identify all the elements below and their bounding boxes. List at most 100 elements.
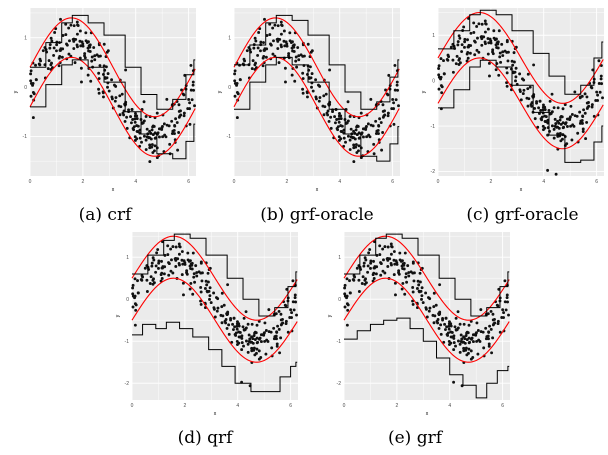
scatter-point bbox=[590, 103, 594, 107]
scatter-point bbox=[556, 106, 560, 110]
scatter-point bbox=[233, 72, 237, 76]
scatter-point bbox=[97, 91, 101, 95]
scatter-point bbox=[471, 340, 475, 344]
scatter-point bbox=[282, 29, 286, 33]
scatter-point bbox=[170, 119, 174, 123]
scatter-point bbox=[456, 40, 460, 44]
scatter-point bbox=[356, 125, 360, 128]
scatter-point bbox=[275, 344, 279, 348]
scatter-point bbox=[357, 144, 361, 148]
scatter-point bbox=[417, 283, 421, 287]
scatter-point bbox=[437, 312, 441, 316]
y-tick-label: -2 bbox=[337, 381, 342, 387]
scatter-point bbox=[505, 40, 509, 44]
scatter-point bbox=[510, 59, 514, 63]
scatter-point bbox=[377, 132, 380, 136]
scatter-point bbox=[123, 119, 127, 123]
scatter-point bbox=[538, 99, 542, 103]
scatter-point bbox=[310, 72, 314, 76]
scatter-point bbox=[287, 52, 291, 56]
scatter-point bbox=[418, 280, 422, 284]
scatter-point bbox=[573, 114, 577, 118]
scatter-point bbox=[310, 49, 314, 53]
scatter-point bbox=[381, 131, 385, 134]
scatter-point bbox=[440, 91, 444, 95]
scatter-point bbox=[581, 121, 584, 125]
scatter-point bbox=[412, 271, 416, 275]
scatter-point bbox=[488, 324, 492, 328]
scatter-point bbox=[457, 62, 461, 66]
scatter-point bbox=[473, 40, 477, 44]
scatter-point bbox=[484, 326, 488, 330]
scatter-point bbox=[244, 339, 248, 343]
true-lower-quantile-curve bbox=[29, 56, 196, 157]
scatter-point bbox=[259, 333, 263, 337]
scatter-point bbox=[503, 300, 507, 304]
scatter-point bbox=[90, 55, 94, 59]
scatter-point bbox=[259, 40, 263, 44]
scatter-point bbox=[301, 87, 305, 91]
scatter-point bbox=[194, 264, 198, 268]
scatter-point bbox=[47, 59, 51, 63]
scatter-point bbox=[189, 88, 193, 92]
scatter-point bbox=[133, 135, 137, 139]
scatter-point bbox=[279, 312, 283, 316]
scatter-point bbox=[174, 117, 178, 121]
x-axis-label: x bbox=[316, 187, 319, 193]
scatter-point bbox=[443, 328, 447, 332]
chart-panel-e: 0 2 4 6 -2 -1 0 1 x y bbox=[318, 228, 514, 424]
scatter-point bbox=[64, 33, 68, 37]
scatter-point bbox=[372, 277, 376, 280]
scatter-point bbox=[436, 318, 440, 321]
scatter-point bbox=[79, 44, 83, 48]
scatter-point bbox=[556, 125, 560, 129]
scatter-point bbox=[160, 127, 164, 131]
scatter-point bbox=[189, 63, 193, 67]
scatter-point bbox=[352, 146, 356, 150]
scatter-point bbox=[389, 252, 393, 256]
scatter-point bbox=[195, 274, 199, 278]
scatter-point bbox=[60, 55, 64, 59]
scatter-point bbox=[578, 96, 582, 100]
scatter-point bbox=[264, 55, 268, 59]
scatter-point bbox=[233, 79, 237, 83]
scatter-point bbox=[339, 137, 343, 141]
scatter-point bbox=[291, 300, 295, 304]
scatter-point bbox=[31, 90, 35, 94]
scatter-point bbox=[246, 350, 250, 354]
scatter-point bbox=[133, 114, 137, 118]
scatter-point bbox=[491, 50, 494, 54]
scatter-point bbox=[466, 56, 470, 60]
scatter-point bbox=[475, 24, 479, 28]
scatter-point bbox=[471, 333, 475, 337]
scatter-point bbox=[169, 269, 173, 273]
scatter-point bbox=[241, 325, 245, 329]
scatter-point bbox=[233, 94, 237, 98]
scatter-point bbox=[255, 347, 259, 351]
scatter-point bbox=[293, 296, 297, 300]
scatter-point bbox=[488, 74, 491, 78]
scatter-point bbox=[402, 267, 406, 271]
scatter-point bbox=[597, 59, 601, 63]
scatter-point bbox=[193, 280, 197, 284]
scatter-point bbox=[104, 65, 108, 69]
scatter-point bbox=[191, 80, 195, 84]
scatter-point bbox=[526, 72, 530, 76]
scatter-point bbox=[469, 337, 473, 341]
scatter-point bbox=[165, 123, 169, 127]
scatter-point bbox=[469, 31, 473, 35]
scatter-point bbox=[264, 329, 268, 332]
scatter-point bbox=[464, 346, 468, 350]
scatter-point bbox=[469, 44, 473, 47]
scatter-point bbox=[284, 304, 288, 308]
scatter-point bbox=[432, 305, 436, 309]
chart-panel-a: 0 2 4 6 -1 0 1 x y bbox=[4, 4, 200, 200]
scatter-point bbox=[314, 97, 318, 101]
scatter-point bbox=[246, 342, 250, 346]
scatter-point bbox=[498, 55, 502, 59]
scatter-point bbox=[499, 60, 503, 64]
scatter-point bbox=[34, 78, 38, 82]
scatter-point bbox=[496, 319, 500, 323]
scatter-point bbox=[455, 328, 459, 332]
scatter-point bbox=[484, 337, 488, 341]
